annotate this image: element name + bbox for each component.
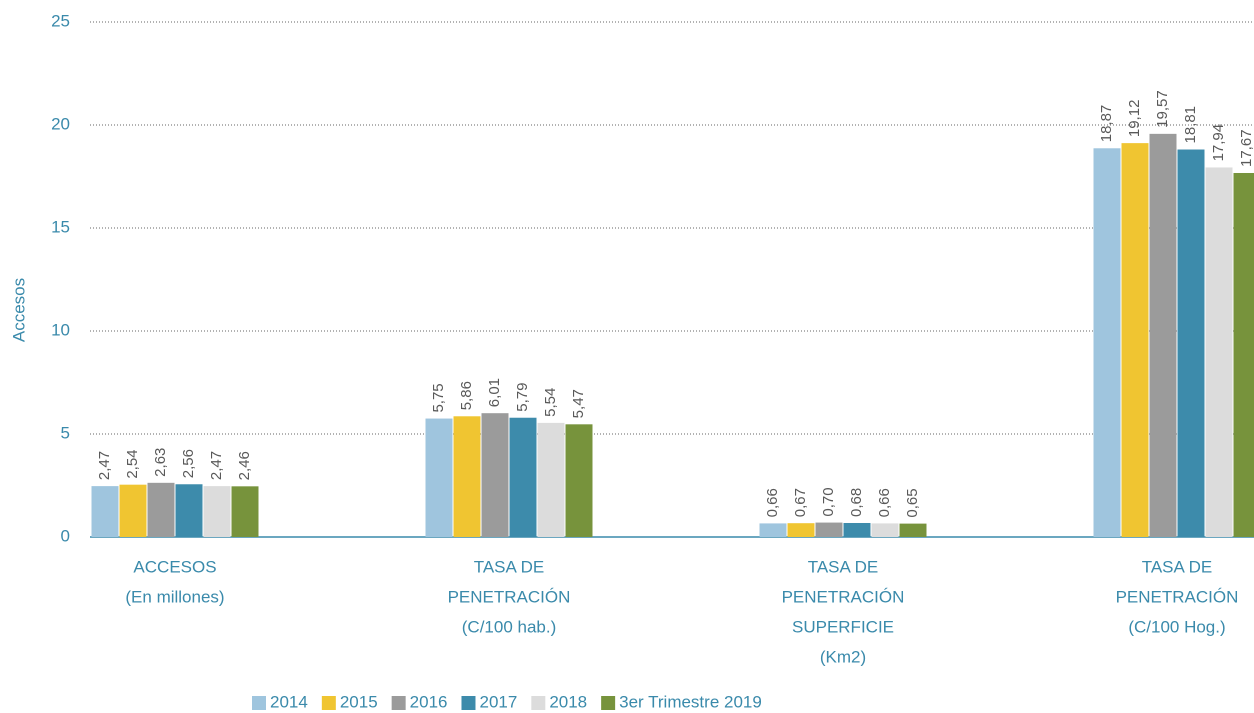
bar	[1205, 167, 1233, 537]
bar	[843, 522, 871, 537]
bar	[1149, 133, 1177, 537]
y-tick-label: 25	[51, 11, 70, 30]
bar	[1177, 149, 1205, 537]
bar	[509, 417, 537, 537]
value-label: 2,56	[180, 449, 197, 478]
value-label: 0,67	[792, 488, 809, 517]
y-tick-label: 5	[61, 423, 70, 442]
bar	[203, 486, 231, 537]
value-label: 17,94	[1210, 124, 1227, 162]
bar	[1233, 172, 1254, 538]
value-label: 0,65	[904, 488, 921, 517]
bar	[787, 523, 815, 537]
value-label: 19,57	[1154, 90, 1171, 128]
value-label: 18,87	[1098, 105, 1115, 143]
legend-label: 3er Trimestre 2019	[619, 692, 762, 711]
legend-swatch	[461, 696, 476, 710]
bar	[147, 482, 175, 537]
value-label: 5,75	[430, 383, 447, 412]
x-tick-label: (C/100 Hog.)	[1128, 617, 1225, 636]
x-tick-label: (C/100 hab.)	[462, 617, 557, 636]
legend-label: 2015	[340, 692, 378, 711]
bar	[91, 486, 119, 537]
value-label: 5,79	[514, 383, 531, 412]
x-tick-label: TASA DE	[808, 557, 879, 576]
y-tick-label: 0	[61, 526, 70, 545]
x-tick-label: (Km2)	[820, 647, 866, 666]
value-label: 0,66	[764, 488, 781, 517]
value-label: 2,47	[96, 451, 113, 480]
legend-label: 2014	[270, 692, 308, 711]
y-tick-label: 20	[51, 114, 70, 133]
bar	[175, 484, 203, 537]
bar	[815, 522, 843, 537]
legend-swatch	[321, 696, 336, 710]
value-label: 18,81	[1182, 106, 1199, 144]
bar	[1121, 143, 1149, 538]
legend-swatch	[252, 696, 266, 710]
legend-label: 2018	[549, 692, 587, 711]
legend-label: 2016	[410, 692, 448, 711]
legend-label: 2017	[479, 692, 517, 711]
bar	[1093, 148, 1121, 537]
x-tick-label: TASA DE	[1142, 557, 1213, 576]
value-label: 5,54	[542, 388, 559, 417]
y-tick-label: 15	[51, 217, 70, 236]
bar	[425, 418, 453, 537]
x-tick-label: PENETRACIÓN	[1116, 587, 1239, 606]
y-axis-label: Accesos	[9, 278, 28, 342]
value-label: 19,12	[1126, 100, 1143, 138]
bar	[565, 424, 593, 537]
value-label: 5,86	[458, 381, 475, 410]
legend-swatch	[391, 696, 406, 710]
legend-swatch	[531, 696, 546, 710]
value-label: 2,63	[152, 448, 169, 477]
value-label: 0,66	[876, 488, 893, 517]
value-label: 6,01	[486, 378, 503, 407]
legend-swatch	[601, 696, 616, 710]
bar	[481, 413, 509, 537]
value-label: 17,67	[1238, 129, 1254, 167]
x-tick-label: PENETRACIÓN	[448, 587, 571, 606]
value-label: 0,70	[820, 487, 837, 516]
x-tick-label: TASA DE	[474, 557, 545, 576]
bar	[871, 523, 899, 537]
value-label: 2,54	[124, 449, 141, 478]
value-label: 2,46	[236, 451, 253, 480]
x-tick-label: SUPERFICIE	[792, 617, 894, 636]
value-label: 2,47	[208, 451, 225, 480]
x-tick-label: PENETRACIÓN	[782, 587, 905, 606]
value-label: 0,68	[848, 488, 865, 517]
bar	[231, 486, 259, 537]
bar	[759, 523, 787, 537]
y-tick-label: 10	[51, 320, 70, 339]
bar	[899, 523, 927, 537]
x-tick-label: (En millones)	[125, 587, 224, 606]
value-label: 5,47	[570, 389, 587, 418]
bar	[453, 416, 481, 537]
bar	[119, 484, 147, 537]
bar	[537, 422, 565, 537]
x-tick-label: ACCESOS	[133, 557, 216, 576]
